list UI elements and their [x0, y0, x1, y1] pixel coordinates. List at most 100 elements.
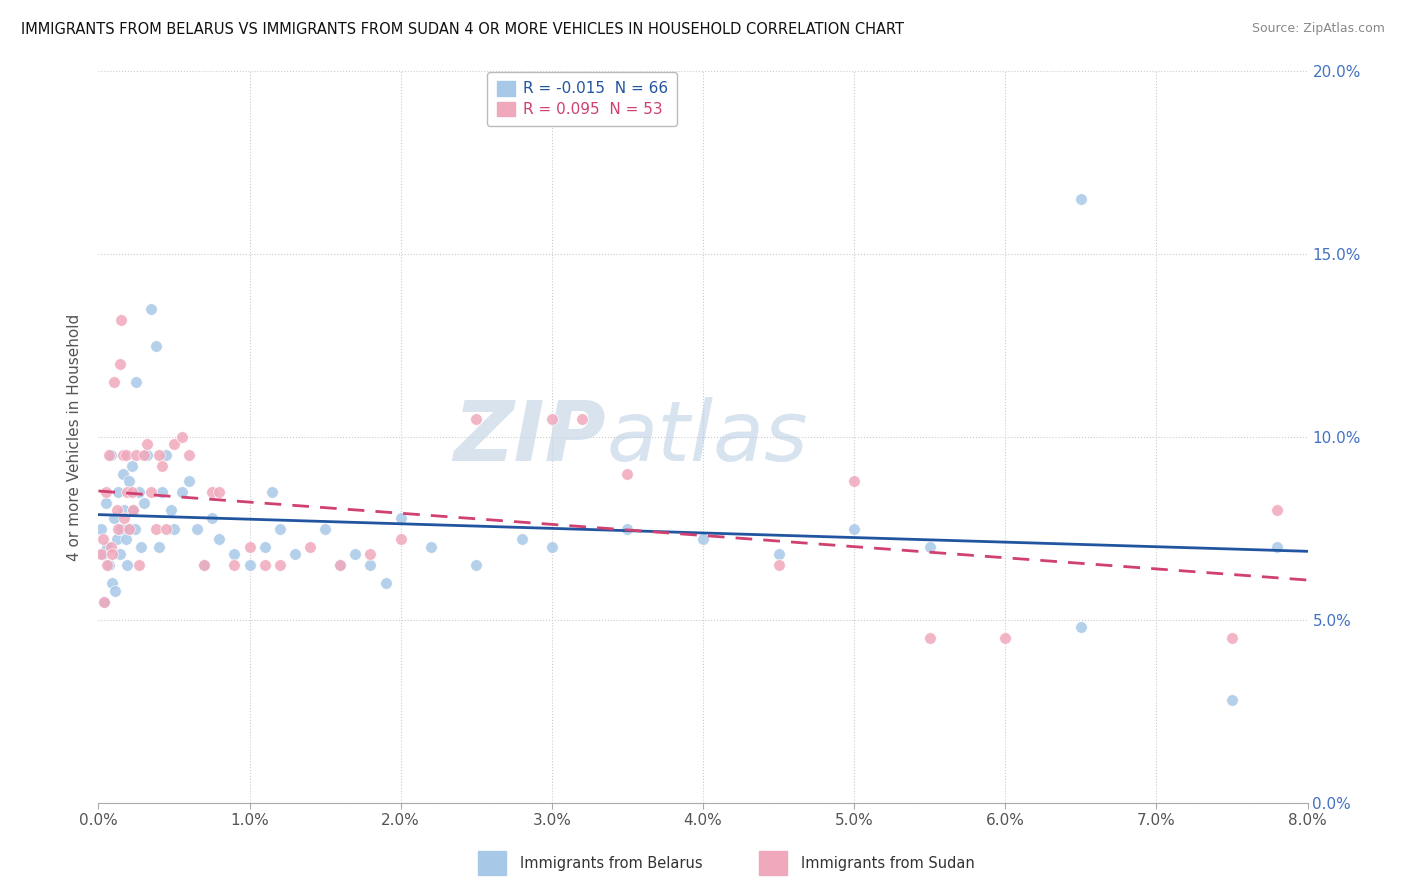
- Point: [918, 540, 941, 554]
- Point: [269, 521, 291, 535]
- Point: [114, 448, 136, 462]
- Point: [118, 521, 141, 535]
- Point: [125, 375, 148, 389]
- Point: [389, 533, 412, 547]
- Point: [186, 521, 208, 535]
- Point: [101, 547, 124, 561]
- Point: [121, 485, 143, 500]
- Point: [420, 540, 443, 554]
- Point: [269, 558, 291, 573]
- Point: [98, 448, 121, 462]
- Point: [90, 547, 112, 561]
- Point: [844, 521, 866, 535]
- Point: [201, 510, 224, 524]
- Point: [110, 521, 132, 535]
- Point: [96, 558, 118, 573]
- Point: [1220, 693, 1243, 707]
- Bar: [478, 851, 506, 875]
- Point: [616, 521, 638, 535]
- Point: [141, 485, 163, 500]
- Point: [299, 540, 322, 554]
- Text: Immigrants from Sudan: Immigrants from Sudan: [801, 855, 976, 871]
- Point: [389, 510, 412, 524]
- Point: [100, 540, 122, 554]
- Point: [465, 412, 488, 426]
- Point: [329, 558, 352, 573]
- Point: [122, 503, 145, 517]
- Point: [141, 301, 163, 317]
- Point: [111, 467, 134, 481]
- Point: [768, 547, 790, 561]
- Point: [93, 594, 115, 608]
- Point: [344, 547, 367, 561]
- Point: [98, 558, 121, 573]
- Point: [115, 485, 138, 500]
- Point: [124, 521, 146, 535]
- Point: [465, 558, 488, 573]
- Point: [284, 547, 307, 561]
- Point: [208, 485, 231, 500]
- Point: [540, 540, 562, 554]
- Text: ZIP: ZIP: [454, 397, 606, 477]
- Point: [94, 496, 117, 510]
- Point: [224, 547, 246, 561]
- Point: [1070, 192, 1092, 206]
- Point: [135, 448, 157, 462]
- Point: [145, 521, 167, 535]
- Text: Immigrants from Belarus: Immigrants from Belarus: [520, 855, 703, 871]
- Point: [103, 375, 125, 389]
- Point: [108, 547, 131, 561]
- Point: [224, 558, 246, 573]
- Text: Source: ZipAtlas.com: Source: ZipAtlas.com: [1251, 22, 1385, 36]
- Point: [150, 485, 173, 500]
- Point: [360, 547, 382, 561]
- Point: [135, 437, 157, 451]
- Point: [163, 437, 186, 451]
- Point: [170, 485, 193, 500]
- Point: [122, 503, 145, 517]
- Text: atlas: atlas: [606, 397, 808, 477]
- Point: [90, 521, 112, 535]
- Point: [125, 448, 148, 462]
- Point: [239, 558, 262, 573]
- Point: [844, 474, 866, 488]
- Point: [91, 533, 114, 547]
- Text: IMMIGRANTS FROM BELARUS VS IMMIGRANTS FROM SUDAN 4 OR MORE VEHICLES IN HOUSEHOLD: IMMIGRANTS FROM BELARUS VS IMMIGRANTS FR…: [21, 22, 904, 37]
- Point: [1220, 632, 1243, 646]
- Point: [329, 558, 352, 573]
- Point: [155, 448, 177, 462]
- Point: [360, 558, 382, 573]
- Point: [94, 485, 117, 500]
- Point: [111, 448, 134, 462]
- Point: [1267, 503, 1289, 517]
- Point: [510, 533, 533, 547]
- Point: [253, 558, 276, 573]
- Point: [208, 533, 231, 547]
- Point: [110, 313, 132, 327]
- Point: [129, 540, 152, 554]
- Point: [179, 448, 201, 462]
- Point: [616, 467, 638, 481]
- Point: [101, 576, 124, 591]
- Point: [107, 485, 129, 500]
- Point: [105, 503, 128, 517]
- Point: [100, 448, 122, 462]
- Point: [128, 558, 150, 573]
- Point: [148, 448, 170, 462]
- Point: [170, 430, 193, 444]
- Point: [201, 485, 224, 500]
- Point: [1070, 620, 1092, 634]
- Point: [105, 533, 128, 547]
- Point: [239, 540, 262, 554]
- Point: [179, 474, 201, 488]
- Point: [253, 540, 276, 554]
- Point: [108, 357, 131, 371]
- Point: [114, 533, 136, 547]
- Point: [91, 547, 114, 561]
- Point: [150, 459, 173, 474]
- Point: [103, 510, 125, 524]
- Point: [112, 503, 135, 517]
- Bar: [759, 851, 787, 875]
- Point: [193, 558, 215, 573]
- Point: [112, 510, 135, 524]
